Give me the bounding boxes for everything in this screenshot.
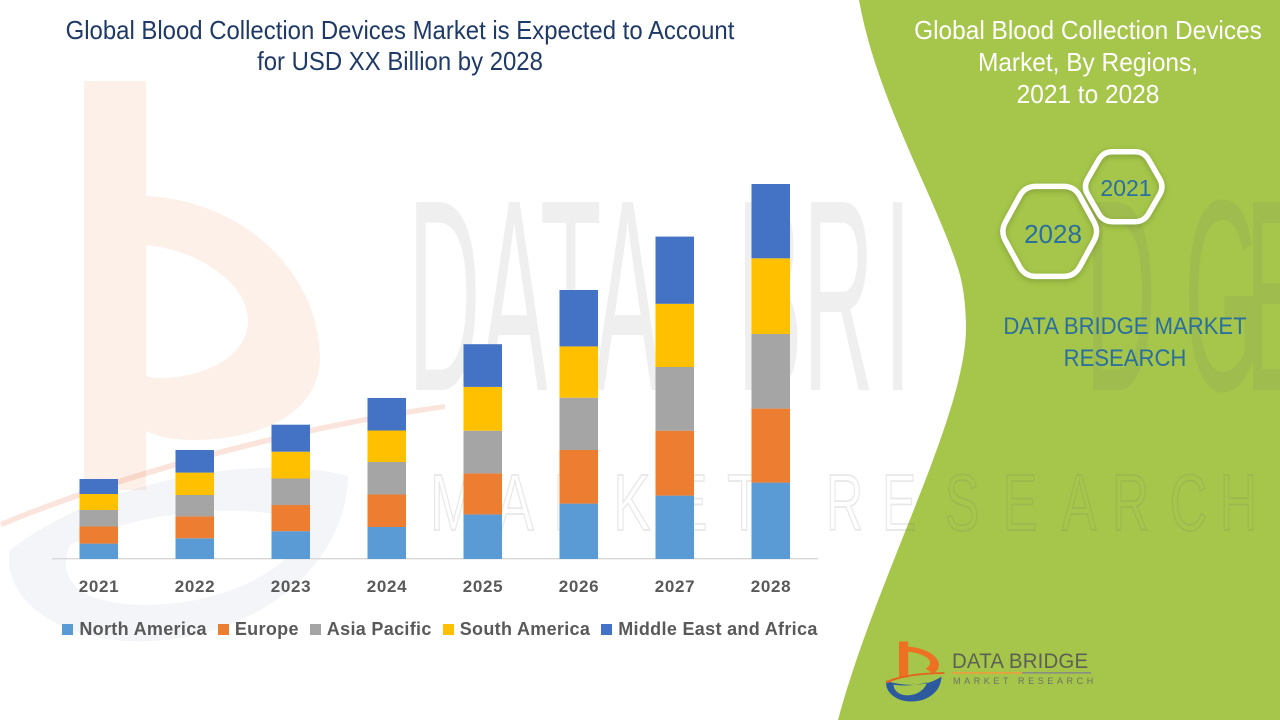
svg-text:H: H [1220,459,1257,548]
svg-text:D: D [1085,144,1156,449]
svg-text:DATA BRIDGE: DATA BRIDGE [952,650,1088,674]
svg-text:E: E [882,459,916,548]
svg-text:C: C [1170,459,1207,548]
svg-text:G: G [1184,144,1260,449]
svg-text:I: I [884,144,911,449]
svg-text:A: A [1062,459,1096,548]
svg-text:S: S [945,459,979,548]
svg-text:E: E [1245,144,1280,449]
svg-text:R: R [1112,459,1149,548]
svg-text:DATA: DATA [408,143,661,448]
svg-text:E: E [1003,459,1037,548]
svg-text:R: R [826,459,863,548]
svg-text:MARKET RESEARCH: MARKET RESEARCH [953,676,1097,686]
svg-text:R: R [803,144,874,449]
